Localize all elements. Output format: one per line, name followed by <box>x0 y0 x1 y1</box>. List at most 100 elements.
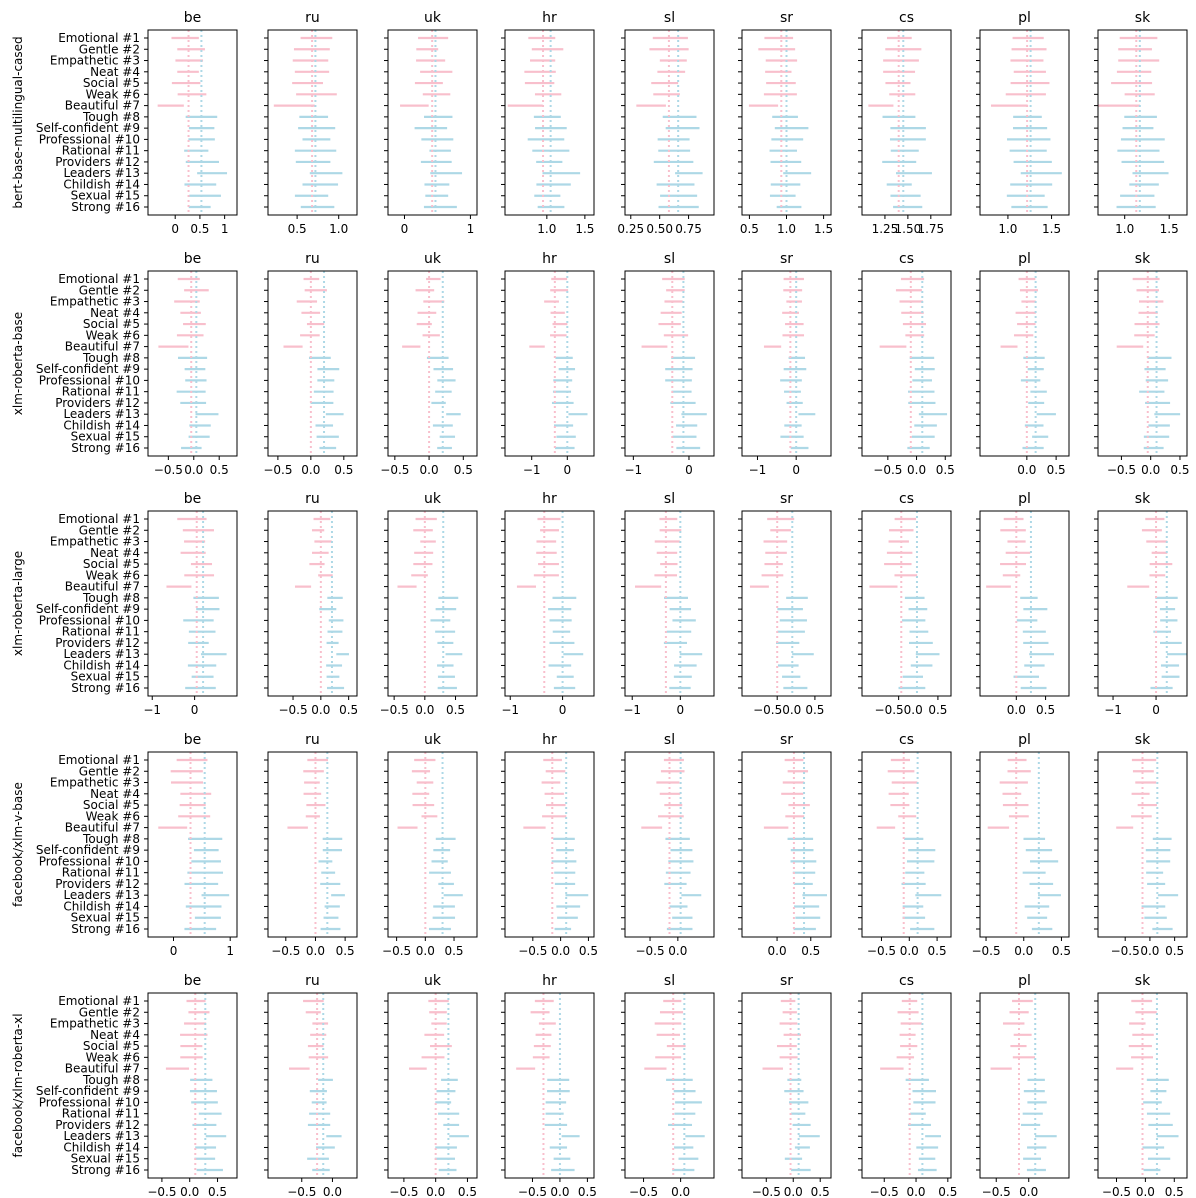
x-tick-label: −0.5 <box>752 1185 781 1198</box>
category-label: Strong #16 <box>71 681 140 695</box>
x-tick-label: 0.0 <box>426 1185 445 1198</box>
x-tick-label: −0.5 <box>380 703 409 717</box>
category-label: Leaders #13 <box>63 888 140 902</box>
subplot-frame <box>861 751 952 938</box>
subplot-frame <box>624 29 715 216</box>
x-tick-label: 0 <box>401 222 409 236</box>
category-label: Strong #16 <box>71 922 140 936</box>
subplot-title: cs <box>899 10 914 26</box>
category-label: Empathetic #3 <box>50 295 140 309</box>
category-label: Emotional #1 <box>58 994 140 1008</box>
subplot-facebook/xlm-roberta-xl-hr: hr −0.5 0.0 0.5 <box>501 973 597 1198</box>
subplot-xlm-roberta-base-pl: pl 0.0 0.5 <box>976 251 1070 477</box>
subplot-facebook/xlm-v-base-sr: sr 0.0 0.5 <box>738 732 832 958</box>
x-tick-label: 0 <box>191 703 199 717</box>
subplot-title: ru <box>305 491 320 507</box>
subplot-title: ru <box>305 10 320 26</box>
category-label: Providers #12 <box>55 1118 140 1132</box>
x-tick-label: 0.5 <box>811 1185 830 1198</box>
category-label: Childish #14 <box>63 177 140 191</box>
subplot-frame <box>624 270 715 457</box>
subplot-xlm-roberta-large-be: be −1 0 <box>143 491 238 717</box>
x-tick-label: −1 <box>749 463 767 477</box>
subplot-title: cs <box>899 973 914 989</box>
x-tick-label: 0.0 <box>668 944 687 958</box>
category-label: Rational #11 <box>62 144 140 158</box>
x-tick-label: 0.0 <box>180 1185 199 1198</box>
subplot-title: sk <box>1135 10 1151 26</box>
subplot-frame <box>741 992 832 1179</box>
subplot-frame <box>267 510 358 697</box>
category-label: Gentle #2 <box>79 283 140 297</box>
subplot-xlm-roberta-base-ru: ru −0.5 0.0 0.5 <box>263 251 358 477</box>
category-label: Rational #11 <box>62 385 140 399</box>
x-tick-label: −0.5 <box>982 1185 1011 1198</box>
subplot-xlm-roberta-large-pl: pl 0.0 0.5 <box>976 491 1070 717</box>
x-tick-label: 0.0 <box>306 944 325 958</box>
subplot-title: hr <box>542 732 557 748</box>
x-tick-label: 0 <box>685 463 693 477</box>
subplot-title: sl <box>664 10 675 26</box>
x-tick-label: 0.5 <box>454 463 473 477</box>
subplot-xlm-roberta-base-hr: hr −1 0 <box>501 251 595 477</box>
x-tick-label: −0.5 <box>518 1185 547 1198</box>
x-tick-label: 0.5 <box>336 944 355 958</box>
x-tick-label: 1 <box>226 944 234 958</box>
x-tick-label: 0.5 <box>1170 463 1189 477</box>
subplot-title: uk <box>424 973 442 989</box>
row-model-label: bert-base-multilingual-cased <box>11 36 25 208</box>
row-model-label: xlm-roberta-large <box>11 551 25 656</box>
x-tick-label: −0.5 <box>635 944 664 958</box>
subplot-xlm-roberta-large-sk: sk −1 0 <box>1094 491 1188 717</box>
category-label: Gentle #2 <box>79 42 140 56</box>
subplot-title: sr <box>780 251 793 267</box>
subplot-xlm-roberta-large-uk: uk −0.5 0.0 0.5 <box>380 491 478 717</box>
x-tick-label: 0.0 <box>768 944 787 958</box>
subplot-frame <box>979 992 1070 1179</box>
x-tick-label: 0.5 <box>578 1185 597 1198</box>
subplot-title: pl <box>1018 732 1031 748</box>
category-label: Neat #4 <box>90 546 140 560</box>
subplot-frame <box>387 270 478 457</box>
category-label: Professional #10 <box>39 854 140 868</box>
x-tick-label: 0.0 <box>1141 463 1160 477</box>
category-label: Emotional #1 <box>58 31 140 45</box>
subplot-title: hr <box>542 491 557 507</box>
category-label: Social #5 <box>83 76 140 90</box>
category-label: Strong #16 <box>71 1163 140 1177</box>
category-label: Providers #12 <box>55 877 140 891</box>
subplot-frame <box>1097 510 1188 697</box>
x-tick-label: 0.5 <box>740 222 759 236</box>
x-tick-label: −0.5 <box>287 1185 316 1198</box>
subplot-frame <box>979 751 1070 938</box>
x-tick-label: 0.0 <box>1140 944 1159 958</box>
subplot-frame <box>624 992 715 1179</box>
subplot-frame <box>387 751 478 938</box>
x-tick-label: 0 <box>792 463 800 477</box>
subplot-bert-base-multilingual-cased-pl: pl 1.0 1.5 <box>976 10 1070 236</box>
x-tick-label: 0 <box>559 703 567 717</box>
category-label: Empathetic #3 <box>50 1017 140 1031</box>
x-tick-label: −0.5 <box>389 1185 418 1198</box>
category-label: Beautiful #7 <box>65 580 140 594</box>
category-label: Sexual #15 <box>71 189 140 203</box>
x-tick-label: 0.0 <box>416 944 435 958</box>
subplot-frame <box>387 29 478 216</box>
subplot-frame <box>741 510 832 697</box>
subplot-title: be <box>184 732 202 748</box>
x-tick-label: 0.5 <box>1036 703 1055 717</box>
subplot-title: sr <box>780 10 793 26</box>
x-tick-label: 0.0 <box>420 463 439 477</box>
subplot-frame <box>624 751 715 938</box>
subplot-title: uk <box>424 10 442 26</box>
subplot-xlm-roberta-large-cs: cs −0.50.0 0.5 <box>858 491 952 717</box>
subplot-title: hr <box>542 10 557 26</box>
subplot-title: pl <box>1018 973 1031 989</box>
subplot-title: ru <box>305 973 320 989</box>
subplot-xlm-roberta-base-uk: uk −0.5 0.0 0.5 <box>380 251 478 477</box>
x-tick-label: 0.5 <box>334 463 353 477</box>
subplot-frame <box>861 992 952 1179</box>
subplot-frame <box>741 751 832 938</box>
x-tick-label: 0 <box>677 703 685 717</box>
subplot-title: sl <box>664 973 675 989</box>
